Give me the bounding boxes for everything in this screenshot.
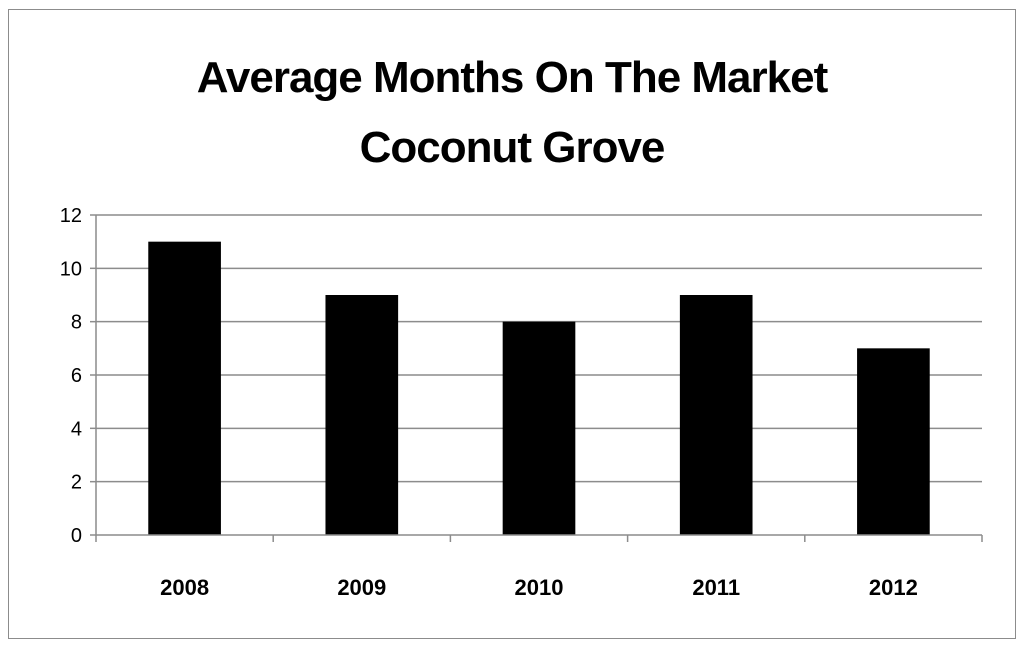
y-tick-label: 4 <box>71 418 82 440</box>
bar-2012 <box>857 348 930 535</box>
y-tick-label: 8 <box>71 312 82 334</box>
bar-2008 <box>148 241 221 535</box>
bar-2009 <box>325 295 399 535</box>
gridlines <box>96 214 982 483</box>
x-tick-label: 2010 <box>515 575 564 600</box>
bar-2010 <box>502 321 576 535</box>
x-tick-label: 2009 <box>337 575 386 600</box>
x-tick-label: 2012 <box>869 575 918 600</box>
bars <box>148 241 930 535</box>
chart-subtitle: Coconut Grove <box>360 123 665 172</box>
y-tick-label: 12 <box>60 205 82 227</box>
bar-2011 <box>679 295 753 535</box>
y-tick-label: 2 <box>71 472 82 494</box>
y-tick-label: 6 <box>71 365 82 387</box>
y-tick-label: 0 <box>71 525 82 547</box>
y-axis: 0 2 4 6 8 10 12 <box>60 205 97 547</box>
x-tick-label: 2008 <box>160 575 209 600</box>
y-tick-label: 10 <box>60 258 82 280</box>
x-tick-label: 2011 <box>692 575 740 600</box>
x-axis: 2008 2009 2010 2011 2012 <box>95 534 983 600</box>
chart-title: Average Months On The Market <box>197 53 829 102</box>
